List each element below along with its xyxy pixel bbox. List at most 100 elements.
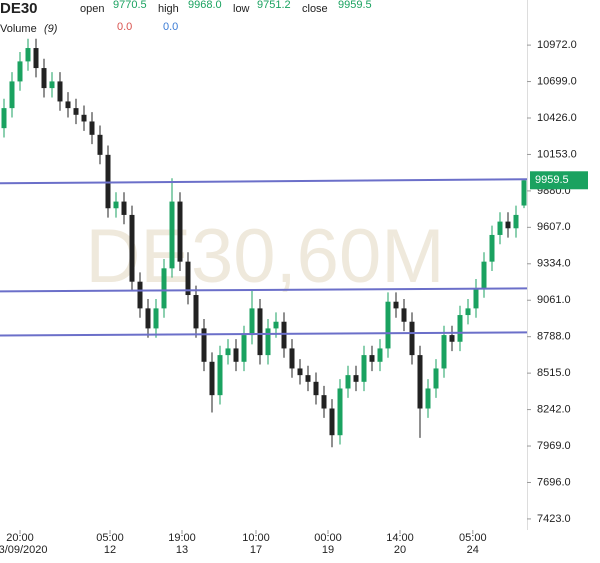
candle-body: [177, 201, 183, 262]
y-tick-label: 10699.0: [537, 75, 577, 87]
y-tick-label: 8788.0: [537, 331, 571, 343]
volume-period: (9): [44, 23, 58, 35]
candle-body: [209, 361, 215, 396]
x-tick-label: 10:00: [242, 532, 270, 544]
candle-body: [353, 375, 359, 382]
candle-body: [361, 355, 367, 382]
candle-body: [225, 348, 231, 356]
candle-body: [249, 308, 255, 336]
candle-body: [113, 201, 119, 209]
candle-body: [257, 308, 263, 356]
watermark: DE30,60M: [85, 214, 444, 299]
candle-body: [161, 268, 167, 309]
candle-body: [241, 335, 247, 362]
x-tick-sublabel: 20: [394, 544, 406, 556]
candle-body: [313, 381, 319, 396]
candle-body: [17, 61, 23, 82]
y-tick-label: 7423.0: [537, 513, 571, 525]
y-tick-label: 9607.0: [537, 221, 571, 233]
candle-body: [393, 301, 399, 309]
candle-body: [289, 348, 295, 369]
candle-body: [417, 355, 423, 409]
last-price-label: 9959.5: [535, 174, 569, 186]
trend-line: [0, 331, 528, 337]
volume-down: 0.0: [163, 21, 178, 33]
y-tick-label: 7969.0: [537, 440, 571, 452]
candle-body: [153, 308, 159, 329]
x-tick-sublabel: 12: [104, 544, 116, 556]
candle-body: [321, 395, 327, 409]
close-value: 9959.5: [338, 0, 372, 11]
candle-body: [233, 348, 239, 362]
candle-body: [97, 134, 103, 155]
candle-body: [433, 368, 439, 389]
x-tick-label: 05:00: [96, 532, 124, 544]
candle-body: [409, 321, 415, 356]
candle-body: [281, 321, 287, 349]
high-value: 9968.0: [188, 0, 222, 11]
candle-body: [201, 328, 207, 362]
trend-line: [0, 287, 528, 293]
x-tick-label: 00:00: [314, 532, 342, 544]
candle-body: [457, 315, 463, 342]
x-tick-sublabel: 13: [176, 544, 188, 556]
candle-body: [65, 101, 71, 109]
candle-body: [465, 308, 471, 316]
symbol: DE30: [0, 0, 38, 17]
y-tick-label: 8515.0: [537, 367, 571, 379]
candle-body: [193, 295, 199, 329]
candle-body: [377, 348, 383, 362]
close-label: close: [302, 3, 328, 15]
candle-body: [25, 48, 31, 62]
candle-body: [441, 335, 447, 369]
y-tick-label: 10426.0: [537, 112, 577, 124]
y-tick-label: 10972.0: [537, 39, 577, 51]
candle-body: [89, 121, 95, 135]
y-tick-label: 8242.0: [537, 403, 571, 415]
y-tick-label: 9334.0: [537, 258, 571, 270]
x-tick-label: 19:00: [168, 532, 196, 544]
last-price-box: [530, 171, 588, 190]
low-label: low: [233, 3, 250, 15]
axis-panel: [527, 0, 600, 558]
candle-body: [33, 48, 39, 69]
candle-body: [297, 368, 303, 376]
candle-body: [505, 221, 511, 229]
candle-body: [273, 321, 279, 329]
candle-body: [217, 355, 223, 396]
volume-label: Volume: [0, 23, 37, 35]
candle-body: [337, 388, 343, 436]
open-value: 9770.5: [113, 0, 147, 11]
candle-body: [473, 288, 479, 309]
open-label: open: [80, 3, 104, 15]
x-tick-label: 05:00: [459, 532, 487, 544]
candle-body: [1, 108, 7, 129]
low-value: 9751.2: [257, 0, 291, 11]
candle-body: [521, 180, 527, 206]
y-tick-label: 7696.0: [537, 476, 571, 488]
candle-body: [57, 81, 63, 102]
candle-body: [345, 375, 351, 389]
candle-body: [9, 81, 15, 109]
high-label: high: [158, 3, 179, 15]
candle-body: [129, 214, 135, 282]
y-tick-label: 10153.0: [537, 148, 577, 160]
candle-body: [41, 68, 47, 89]
x-tick-sublabel: 03/09/2020: [0, 544, 48, 556]
candle-body: [385, 301, 391, 349]
candle-body: [145, 308, 151, 329]
candle-body: [73, 108, 79, 115]
candle-body: [497, 221, 503, 235]
candle-body: [489, 234, 495, 262]
candle-body: [137, 281, 143, 309]
candle-body: [449, 335, 455, 342]
candle-body: [185, 261, 191, 296]
x-tick-label: 20:00: [6, 532, 34, 544]
candle-body: [369, 355, 375, 362]
candle-body: [49, 81, 55, 89]
candle-body: [121, 201, 127, 215]
candle-body: [481, 261, 487, 289]
candle-body: [81, 114, 87, 122]
x-tick-label: 14:00: [386, 532, 414, 544]
candle-body: [401, 308, 407, 322]
